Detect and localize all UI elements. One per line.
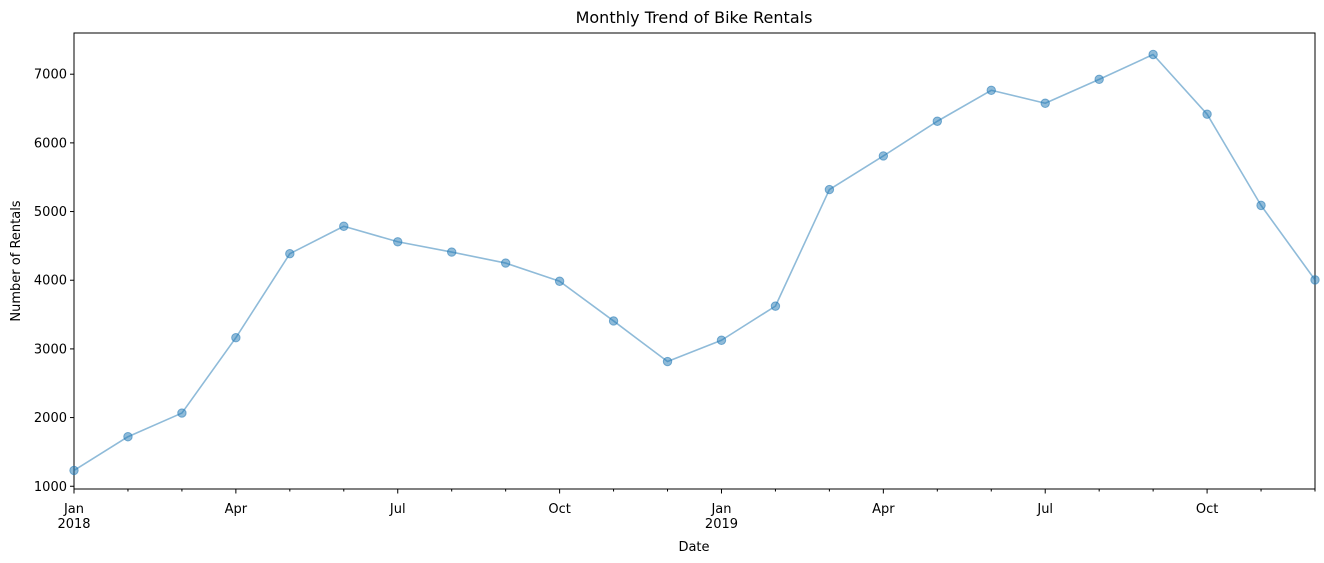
data-point [500,258,511,268]
y-tick-label: 2000 [34,411,67,426]
x-axis-title: Date [678,540,709,555]
x-tick-label: Jan [63,502,84,517]
y-tick-label: 5000 [34,205,67,220]
data-point [69,465,79,476]
x-tick-year-label: 2018 [57,517,90,532]
data-point [932,116,943,126]
data-point [1310,275,1320,285]
data-point [393,237,403,247]
data-point [716,335,727,345]
y-tick-label: 1000 [34,480,67,495]
data-point [1040,98,1050,108]
data-point [824,184,835,195]
data-point [1094,74,1104,85]
data-point [1148,49,1158,60]
y-tick-label: 7000 [34,68,67,83]
data-point [662,356,673,367]
x-tick-label: Oct [1196,502,1218,517]
data-point [123,432,133,442]
x-tick-label: Jul [389,502,406,517]
data-point [986,85,996,95]
y-tick-label: 3000 [34,342,67,357]
data-point [878,151,889,161]
data-point [608,316,619,326]
x-tick-label: Jul [1036,502,1053,517]
y-tick-label: 6000 [34,136,67,151]
x-tick-label: Apr [872,502,895,517]
data-point [339,221,349,231]
x-tick-year-label: 2019 [705,517,738,532]
y-axis-title: Number of Rentals [9,200,24,321]
x-tick-label: Oct [548,502,570,517]
x-tick-label: Apr [225,502,248,517]
data-point [177,408,187,418]
data-point [770,301,781,311]
data-point [446,247,457,257]
data-point [1256,200,1266,211]
data-point [285,249,295,259]
series-line [73,53,1316,472]
data-point [231,333,241,343]
y-axis: 1000 2000 3000 4000 5000 6000 7000 [34,68,74,495]
y-tick-label: 4000 [34,274,67,289]
data-series [69,49,1320,476]
chart-title: Monthly Trend of Bike Rentals [576,8,813,27]
x-tick-label: Jan [710,502,731,517]
data-point [554,276,565,286]
data-point [1202,109,1212,119]
plot-area [73,32,1316,490]
